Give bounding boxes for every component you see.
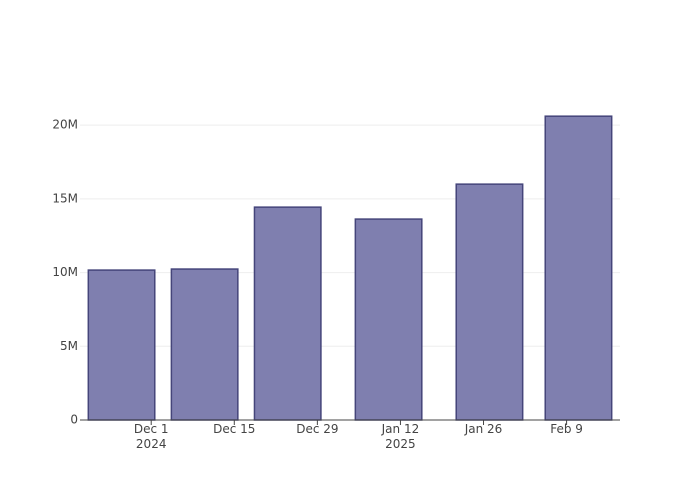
x-tick-label: Dec 29 <box>296 422 339 436</box>
y-tick-label: 20M <box>52 118 78 132</box>
x-tick-label: Dec 1 2024 <box>133 422 169 451</box>
x-tick-label: Dec 15 <box>213 422 256 436</box>
x-tick-label: Jan 12 2025 <box>381 422 420 451</box>
bar <box>253 206 322 421</box>
x-tick-label: Jan 26 <box>464 422 503 436</box>
y-tick-label: 0 <box>70 413 78 427</box>
bar <box>87 269 156 421</box>
x-tick-label: Feb 9 <box>550 422 583 436</box>
y-tick-label: 5M <box>60 339 78 353</box>
y-tick-label: 10M <box>52 265 78 279</box>
bar <box>455 183 524 421</box>
y-tick-label: 15M <box>52 191 78 205</box>
bar <box>170 268 239 421</box>
bar <box>544 115 613 421</box>
bar <box>354 218 423 421</box>
